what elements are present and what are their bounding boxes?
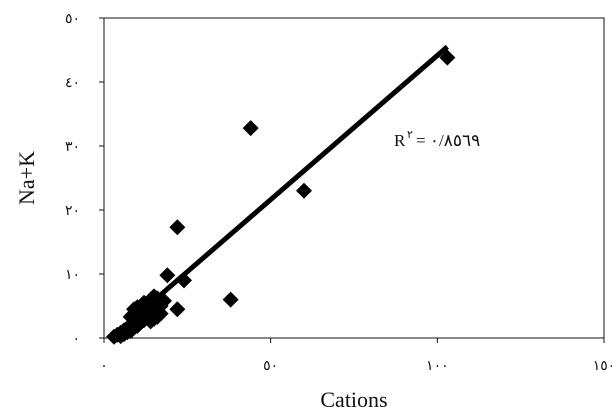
data-point: [176, 272, 192, 289]
r-squared-value: = ٠/٨٥٦٩: [416, 131, 480, 150]
x-tick-label: ١٥٠: [593, 358, 612, 374]
data-point: [169, 301, 186, 318]
data-point: [159, 267, 176, 284]
trendline: [109, 44, 449, 340]
plot-area-frame: [103, 17, 605, 339]
x-tick-label: ١٠٠: [426, 358, 449, 374]
data-point: [242, 120, 259, 137]
y-tick-label: ٢٠: [65, 203, 80, 219]
r-squared-label: R: [394, 131, 406, 150]
y-tick-label: ١٠: [65, 267, 80, 283]
data-point: [296, 182, 312, 199]
r-squared-superscript: ٢: [407, 128, 413, 141]
x-axis-title: Cations: [320, 387, 387, 412]
y-axis-ticks: ٠ ١٠ ٢٠ ٣٠ ٤٠ ٥٠: [65, 11, 104, 347]
r-squared-annotation: R ٢ = ٠/٨٥٦٩: [394, 128, 480, 150]
y-tick-label: ٣٠: [65, 139, 80, 155]
y-tick-label: ٤٠: [65, 75, 80, 91]
y-tick-label: ٠: [72, 331, 80, 347]
data-point: [156, 292, 172, 309]
data-point: [439, 49, 456, 66]
data-point: [222, 291, 239, 308]
data-points: [106, 49, 456, 345]
data-point: [169, 219, 186, 236]
x-axis-ticks: ٠ ٥٠ ١٠٠ ١٥٠: [100, 338, 612, 374]
x-tick-label: ٥٠: [263, 358, 278, 374]
y-axis-title: Na+K: [14, 151, 39, 205]
x-tick-label: ٠: [100, 358, 108, 374]
y-tick-label: ٥٠: [65, 11, 80, 27]
